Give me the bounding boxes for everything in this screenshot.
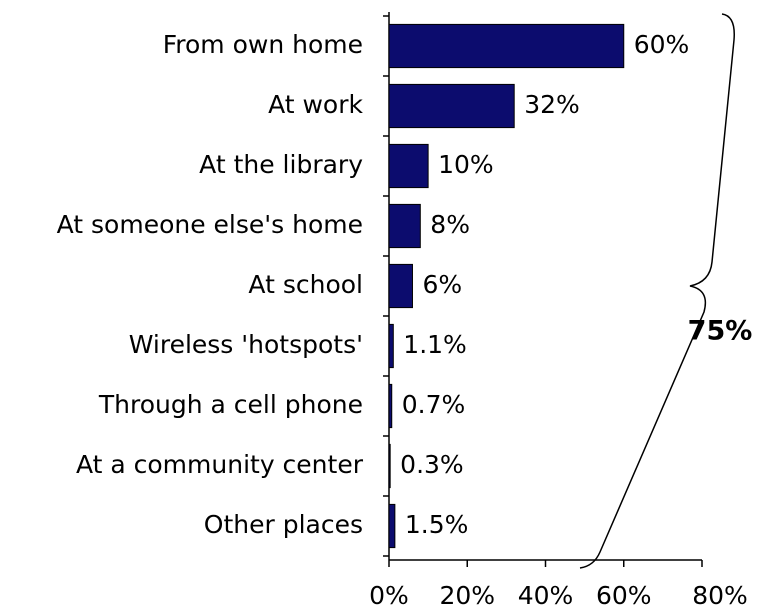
y-tick-label: Through a cell phone: [98, 390, 363, 419]
y-tick-label: At school: [248, 270, 363, 299]
bar: [388, 263, 413, 309]
bar: [388, 23, 625, 69]
x-tick-label: 60%: [596, 581, 652, 610]
x-tick-label: 80%: [692, 581, 748, 610]
value-label: 0.3%: [400, 450, 464, 479]
bar: [388, 83, 515, 129]
x-tick-label: 0%: [369, 581, 409, 610]
value-label: 1.5%: [405, 510, 469, 539]
bar: [388, 323, 394, 369]
value-label: 8%: [430, 210, 470, 239]
y-tick-label: At someone else's home: [57, 210, 363, 239]
brace: [579, 13, 735, 569]
y-tick-label: At the library: [199, 150, 363, 179]
bar: [388, 203, 421, 249]
value-label: 0.7%: [402, 390, 466, 419]
y-tick-label: From own home: [163, 30, 363, 59]
y-tick-label: At a community center: [76, 450, 364, 479]
value-label: 60%: [634, 30, 690, 59]
value-label: 1.1%: [403, 330, 467, 359]
value-label: 6%: [422, 270, 462, 299]
value-label: 32%: [524, 90, 580, 119]
y-tick-label: At work: [268, 90, 363, 119]
annotation: 75%: [688, 316, 753, 347]
y-tick-label: Other places: [204, 510, 363, 539]
bar: [388, 503, 396, 549]
bar: [388, 443, 391, 489]
x-tick-label: 40%: [518, 581, 574, 610]
bar: [388, 143, 429, 189]
x-tick-label: 20%: [439, 581, 495, 610]
bar: [388, 383, 393, 429]
value-label: 10%: [438, 150, 494, 179]
y-tick-label: Wireless 'hotspots': [129, 330, 363, 359]
